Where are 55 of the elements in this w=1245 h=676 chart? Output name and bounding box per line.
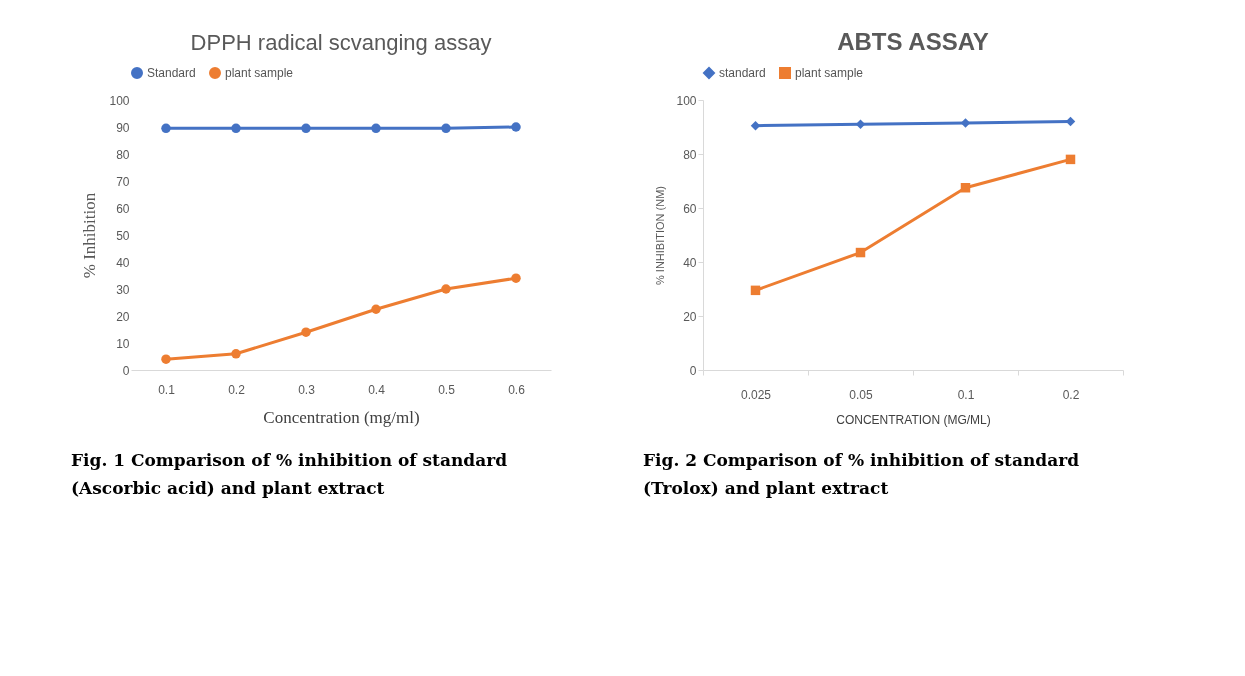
point <box>161 354 171 364</box>
point <box>231 123 241 134</box>
point <box>511 273 521 283</box>
point <box>301 327 311 337</box>
x-tick-label: 0.1 <box>957 387 975 402</box>
caption: Fig. 1 Comparison of % inhibition of standard (Ascorbic acid) and plant extract <box>71 450 508 498</box>
point <box>231 349 241 359</box>
point <box>371 304 381 314</box>
y-tick-label: 30 <box>116 282 130 297</box>
legend-label: Standard <box>147 66 196 80</box>
y-tick-label: 100 <box>676 93 697 108</box>
legend-label: plant sample <box>795 66 864 80</box>
chart-title: DPPH radical scvanging assay <box>190 30 492 55</box>
y-tick-label: 60 <box>683 201 697 216</box>
point <box>1065 154 1076 165</box>
point <box>511 122 521 132</box>
x-tick-label: 0.2 <box>1062 387 1080 402</box>
x-tick-label: 0.3 <box>298 382 316 397</box>
y-tick-label: 40 <box>116 255 130 270</box>
x-axis-title: Concentration (mg/ml) <box>263 407 420 427</box>
y-tick-label: 20 <box>116 309 130 324</box>
x-tick-label: 0.4 <box>368 382 386 397</box>
y-tick-label: 60 <box>116 201 130 216</box>
x-tick-label: 0.05 <box>849 387 873 402</box>
x-tick-label: 0.6 <box>508 382 526 397</box>
point <box>750 285 761 296</box>
x-tick-label: 0.025 <box>740 387 772 402</box>
point <box>161 123 171 134</box>
point <box>960 183 971 193</box>
point <box>855 247 866 258</box>
chart-title: ABTS ASSAY <box>837 28 989 55</box>
y-axis-title: % Inhibition <box>80 192 100 279</box>
y-tick-label: 0 <box>122 363 130 378</box>
legend-label: plant sample <box>225 66 294 80</box>
y-tick-label: 90 <box>116 120 130 135</box>
y-axis-title: % INHIBITION (NM) <box>654 186 667 285</box>
legend-label: standard <box>719 66 766 80</box>
x-tick-label: 0.5 <box>438 382 456 397</box>
y-tick-label: 10 <box>116 336 130 351</box>
point <box>441 284 451 294</box>
y-tick-label: 0 <box>689 363 697 378</box>
x-axis-title: CONCENTRATION (MG/ML) <box>836 412 991 427</box>
y-tick-label: 40 <box>683 255 697 270</box>
point <box>301 123 311 134</box>
y-tick-label: 70 <box>116 174 130 189</box>
y-tick-label: 80 <box>683 147 697 162</box>
y-tick-label: 50 <box>116 228 130 243</box>
point <box>371 123 381 134</box>
point <box>441 123 451 134</box>
y-tick-label: 100 <box>109 93 130 108</box>
y-tick-label: 20 <box>683 309 697 324</box>
x-tick-label: 0.1 <box>158 382 176 397</box>
y-tick-label: 80 <box>116 147 130 162</box>
caption: Fig. 2 Comparison of % inhibition of standard (Trolox) and plant extract <box>643 450 1080 498</box>
x-tick-label: 0.2 <box>228 382 246 397</box>
